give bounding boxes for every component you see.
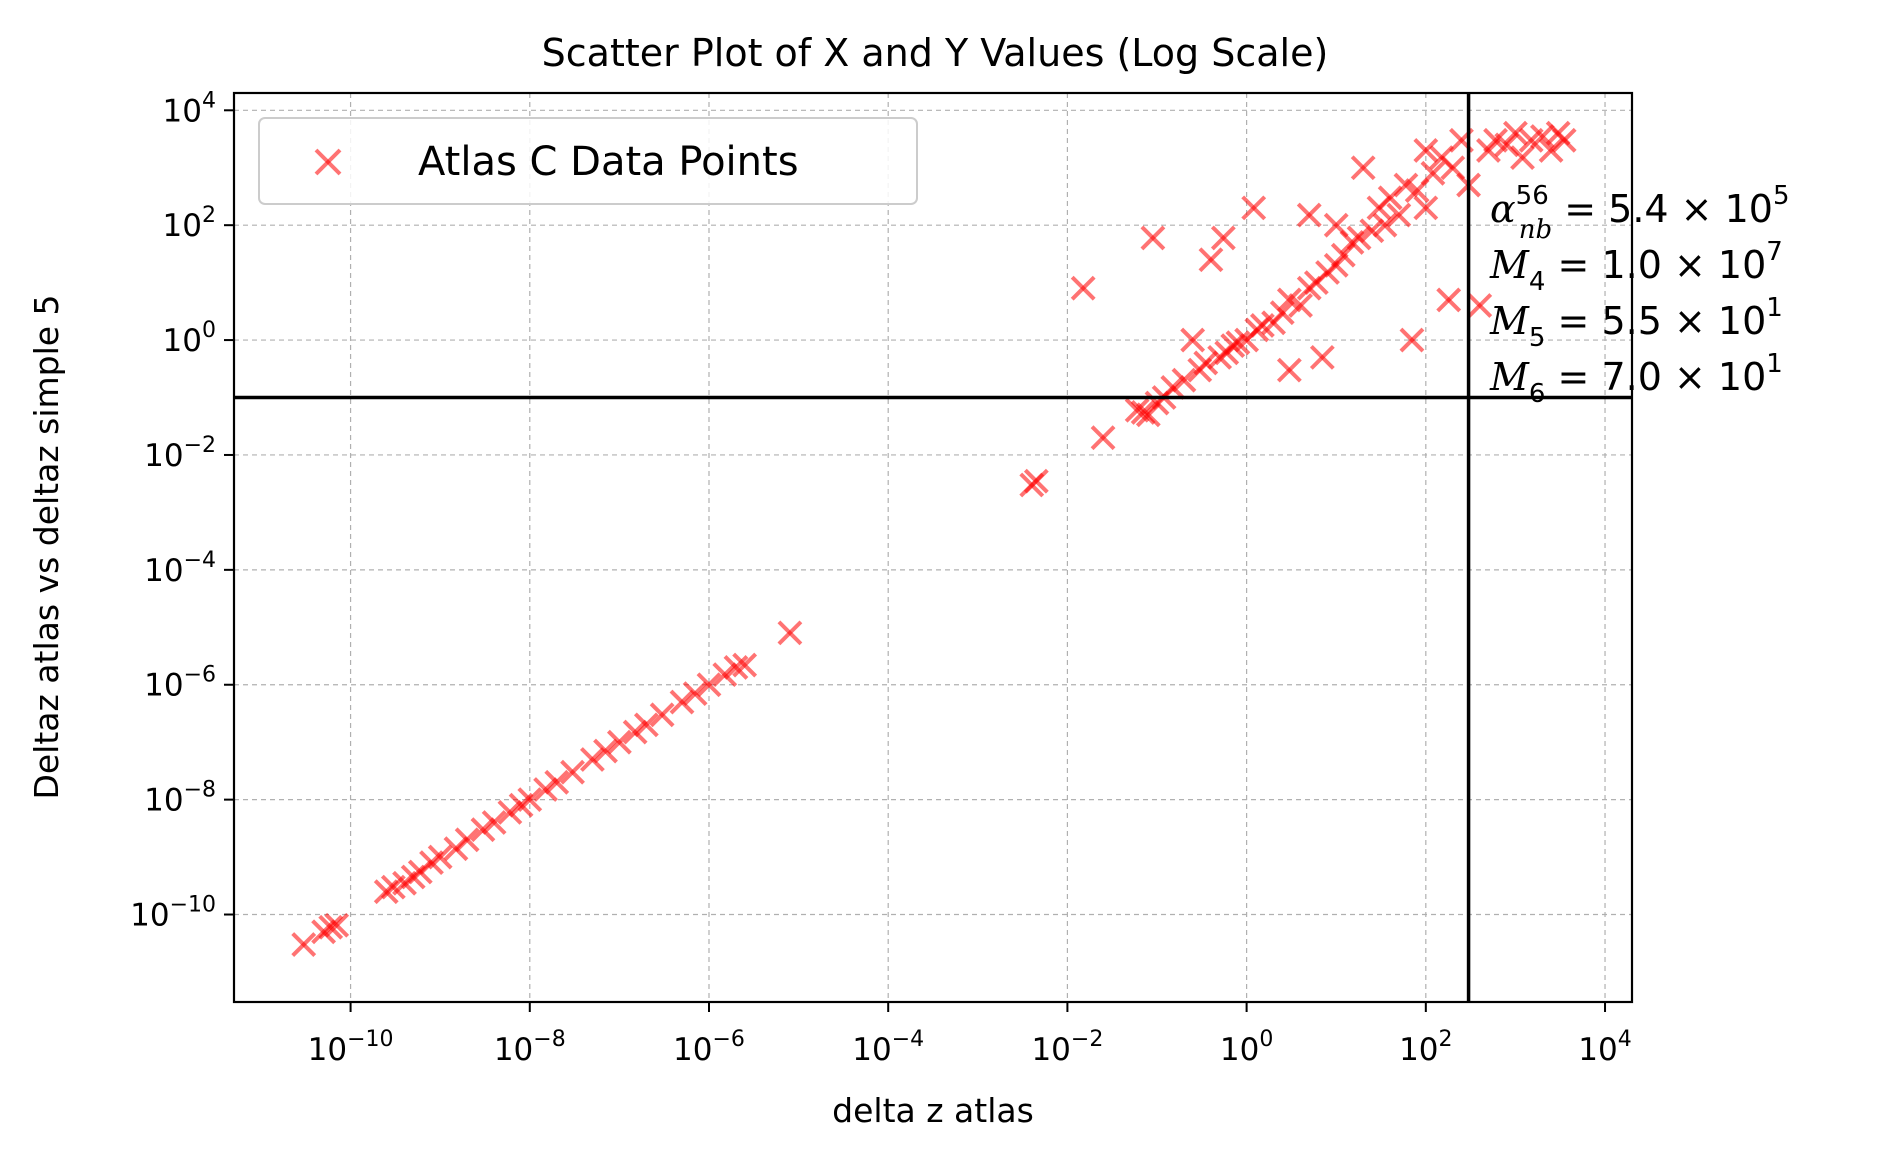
- legend-label: Atlas C Data Points: [418, 139, 799, 185]
- data-point: [732, 652, 758, 678]
- data-point: [1386, 202, 1412, 228]
- data-point: [324, 912, 350, 938]
- data-point: [1538, 138, 1564, 163]
- data-point: [579, 747, 605, 772]
- data-point: [311, 919, 337, 945]
- data-point: [1171, 367, 1197, 393]
- annotation-line: M5 = 5.5 × 101: [1489, 293, 1783, 353]
- data-point: [1296, 202, 1322, 228]
- data-point: [1551, 127, 1577, 153]
- plot-frame: [232, 91, 1634, 1004]
- data-point: [427, 844, 453, 870]
- data-point: [517, 787, 543, 813]
- data-point: [1241, 195, 1267, 221]
- x-tick-label: 10−10: [308, 1027, 394, 1068]
- data-point: [1140, 225, 1166, 251]
- x-tick-label: 10−4: [852, 1027, 924, 1068]
- data-point: [1359, 218, 1385, 244]
- data-points: [291, 120, 1577, 957]
- data-point: [1198, 247, 1224, 273]
- x-tick-label: 10−6: [673, 1027, 745, 1068]
- data-point: [470, 817, 496, 843]
- data-point: [481, 810, 507, 835]
- data-point: [1160, 374, 1186, 400]
- y-tick-label: 100: [163, 318, 216, 359]
- data-point: [291, 932, 317, 957]
- y-axis-ticks: 10−10 10−8 10−6 10−4 10−2 100 102 104: [130, 88, 234, 934]
- data-point: [606, 729, 632, 755]
- y-tick-label: 10−10: [130, 893, 216, 934]
- data-point: [1225, 330, 1251, 356]
- data-point: [1309, 344, 1335, 370]
- y-tick-label: 10−2: [144, 433, 216, 474]
- data-point: [1436, 287, 1462, 313]
- data-point: [622, 719, 648, 745]
- y-tick-label: 102: [163, 203, 216, 244]
- y-tick-label: 10−6: [144, 663, 216, 704]
- annotation-line: M4 = 1.0 × 107: [1489, 237, 1783, 297]
- legend: Atlas C Data Points: [258, 117, 918, 205]
- x-tick-label: 10−2: [1031, 1027, 1103, 1068]
- legend-marker: [314, 148, 342, 176]
- data-point: [533, 777, 558, 802]
- data-point: [497, 799, 523, 825]
- data-point: [1210, 225, 1236, 251]
- x-axis-ticks: 10−10 10−8 10−6 10−4 10−2 100 102 104: [308, 1002, 1632, 1068]
- x-tick-label: 10−8: [494, 1027, 566, 1068]
- x-tick-label: 100: [1220, 1027, 1273, 1068]
- annotation-line: α56 nb = 5.4 × 105: [1490, 181, 1790, 245]
- reference-lines: [234, 93, 1632, 1002]
- data-point: [1193, 350, 1219, 376]
- data-point: [1503, 120, 1528, 146]
- data-point: [1346, 225, 1372, 251]
- data-point: [1467, 293, 1493, 318]
- y-tick-label: 104: [163, 88, 216, 129]
- x-tick-label: 102: [1399, 1027, 1452, 1068]
- data-point: [1090, 425, 1116, 451]
- data-point: [1276, 357, 1302, 383]
- x-axis-label: delta z atlas: [832, 1091, 1034, 1130]
- data-point: [1510, 145, 1535, 171]
- data-point: [1494, 132, 1520, 158]
- data-point: [712, 662, 738, 688]
- data-point: [1377, 185, 1403, 211]
- data-point: [1180, 327, 1206, 353]
- annotation-line: M6 = 7.0 × 101: [1489, 349, 1783, 409]
- data-point: [682, 681, 708, 707]
- data-point: [633, 712, 659, 738]
- grid-lines: [234, 93, 1632, 1002]
- chart-title: Scatter Plot of X and Y Values (Log Scal…: [542, 31, 1329, 75]
- data-point: [696, 672, 722, 698]
- y-tick-label: 10−8: [144, 778, 216, 819]
- y-axis-label: Deltaz atlas vs deltaz simple 5: [27, 294, 66, 799]
- data-point: [1372, 212, 1398, 238]
- data-point: [1023, 468, 1049, 494]
- data-point: [1420, 160, 1446, 186]
- data-point: [1288, 293, 1313, 318]
- data-point: [1413, 138, 1439, 163]
- data-point: [560, 759, 585, 785]
- data-point: [669, 689, 695, 715]
- x-tick-label: 104: [1578, 1027, 1631, 1068]
- data-point: [723, 655, 749, 680]
- data-point: [1350, 155, 1376, 181]
- data-point: [1269, 300, 1295, 326]
- data-point: [649, 702, 675, 728]
- data-point: [1413, 195, 1439, 221]
- data-point: [454, 827, 480, 853]
- data-point: [1399, 327, 1425, 353]
- data-point: [593, 738, 618, 764]
- legend-box: [258, 117, 918, 205]
- data-point: [1070, 275, 1096, 301]
- data-point: [544, 769, 570, 795]
- y-tick-label: 10−4: [144, 548, 216, 589]
- data-point: [777, 620, 803, 646]
